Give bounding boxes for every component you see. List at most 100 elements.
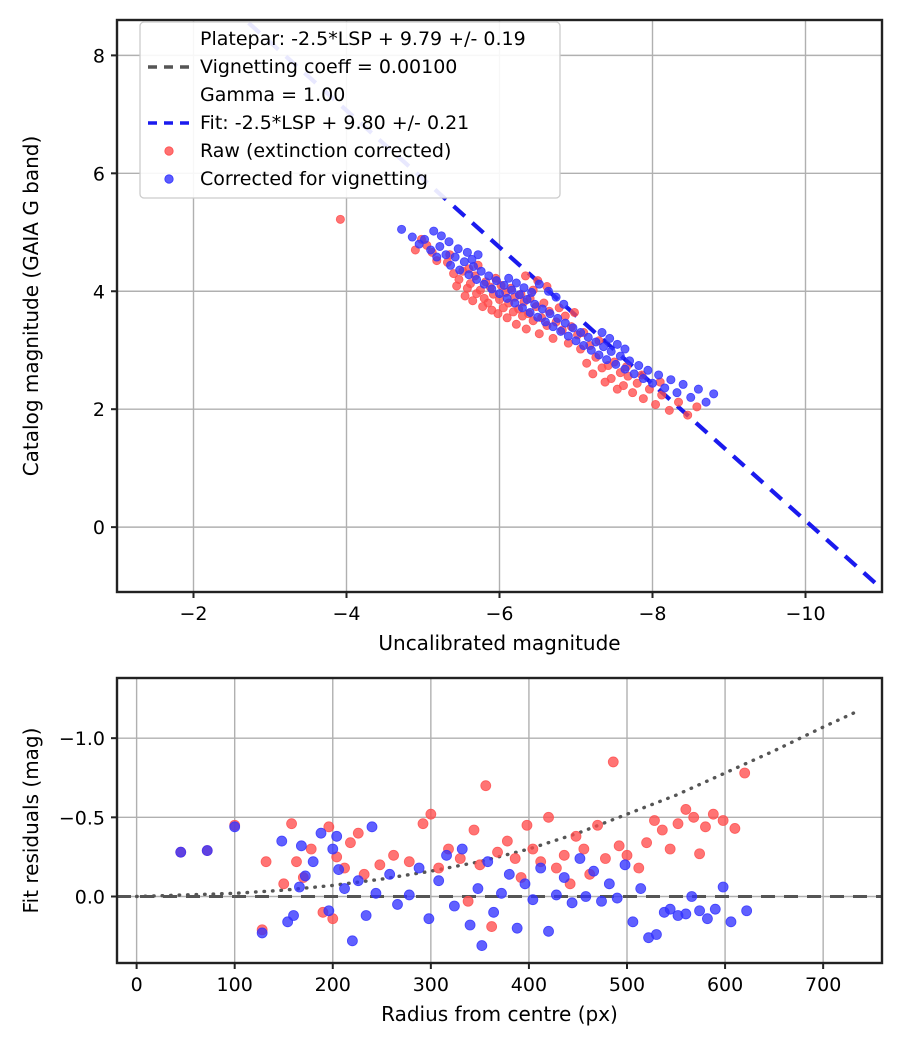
data-point (323, 821, 335, 833)
data-point (649, 815, 660, 826)
data-point (666, 375, 676, 385)
data-point (473, 250, 483, 260)
data-point (339, 883, 350, 894)
data-point (629, 369, 639, 379)
data-point (510, 298, 520, 308)
data-point (256, 927, 268, 939)
legend-item: Raw (extinction corrected) (164, 140, 451, 162)
data-point (388, 849, 399, 861)
data-point (464, 919, 476, 931)
data-point (454, 274, 464, 284)
data-point (423, 913, 435, 925)
data-point (486, 921, 498, 932)
data-point (511, 319, 521, 329)
legend-item: Gamma = 1.00 (200, 84, 345, 106)
data-point (493, 309, 503, 319)
data-point (392, 899, 403, 910)
data-point (566, 897, 578, 909)
data-point (488, 906, 500, 918)
data-point (299, 870, 311, 882)
data-point (366, 821, 378, 833)
data-point (465, 279, 475, 289)
y-axis-label: Fit residuals (mag) (19, 728, 43, 914)
data-point (683, 410, 693, 420)
data-point (496, 887, 507, 899)
data-point (638, 394, 648, 404)
data-point (606, 346, 616, 356)
data-point (467, 254, 477, 264)
data-point (709, 903, 721, 915)
data-point (288, 910, 299, 921)
data-point (492, 846, 503, 858)
data-point (641, 837, 653, 849)
data-point (460, 291, 470, 301)
data-point (741, 905, 753, 917)
data-point (559, 299, 569, 309)
data-point (612, 339, 622, 349)
data-point (346, 935, 358, 947)
data-point (588, 369, 598, 379)
data-point (484, 271, 494, 281)
data-point (483, 298, 493, 308)
data-point (605, 333, 615, 343)
y-tick-label: 4 (93, 281, 105, 303)
data-point (619, 859, 631, 871)
data-point (656, 824, 668, 836)
data-point (717, 881, 729, 893)
data-point (553, 313, 563, 323)
data-point (417, 818, 429, 830)
data-point (592, 819, 603, 831)
data-point (459, 257, 469, 267)
data-point (594, 350, 604, 360)
data-point (563, 331, 573, 341)
data-point (441, 250, 451, 260)
data-point (525, 307, 535, 317)
data-point (370, 887, 382, 899)
data-point (680, 804, 692, 815)
x-tick-label: 700 (805, 974, 841, 996)
data-point (556, 326, 566, 336)
data-point (578, 843, 590, 855)
data-point (276, 835, 288, 847)
data-point (468, 824, 480, 836)
data-point (664, 405, 674, 415)
data-point (433, 875, 445, 887)
data-point (501, 835, 513, 847)
legend-item-label: Vignetting coeff = 0.00100 (200, 56, 457, 78)
data-point (606, 374, 616, 384)
data-point (507, 285, 517, 295)
data-point (583, 332, 593, 342)
data-point (613, 840, 625, 852)
x-tick-label: −8 (638, 603, 666, 625)
data-point (570, 830, 582, 842)
data-point (579, 341, 589, 351)
data-point (294, 881, 305, 893)
data-point (352, 827, 364, 839)
data-point (527, 843, 539, 855)
y-tick-label: −0.5 (59, 807, 105, 829)
data-point (444, 237, 454, 247)
x-axis-label: Uncalibrated magnitude (378, 631, 620, 655)
data-point (446, 260, 456, 270)
legend: Platepar: -2.5*LSP + 9.79 +/- 0.19 Vignet… (139, 21, 561, 199)
data-point (472, 883, 484, 894)
data-point (674, 397, 684, 407)
data-point (534, 279, 544, 289)
legend-dot-swatch (164, 146, 174, 156)
data-point (521, 271, 531, 281)
legend-item: Vignetting coeff = 0.00100 (148, 56, 457, 78)
data-point (693, 384, 703, 394)
data-point (717, 815, 729, 826)
data-point (360, 910, 372, 921)
data-point (707, 808, 719, 820)
series-corrected-for-vignetting (175, 821, 753, 951)
data-point (543, 286, 553, 296)
data-point (615, 351, 625, 361)
data-point (509, 853, 521, 864)
data-point (551, 292, 561, 302)
legend-item-label: Raw (extinction corrected) (200, 140, 451, 162)
data-point (611, 892, 623, 904)
data-point (694, 905, 705, 917)
data-point (569, 307, 579, 317)
